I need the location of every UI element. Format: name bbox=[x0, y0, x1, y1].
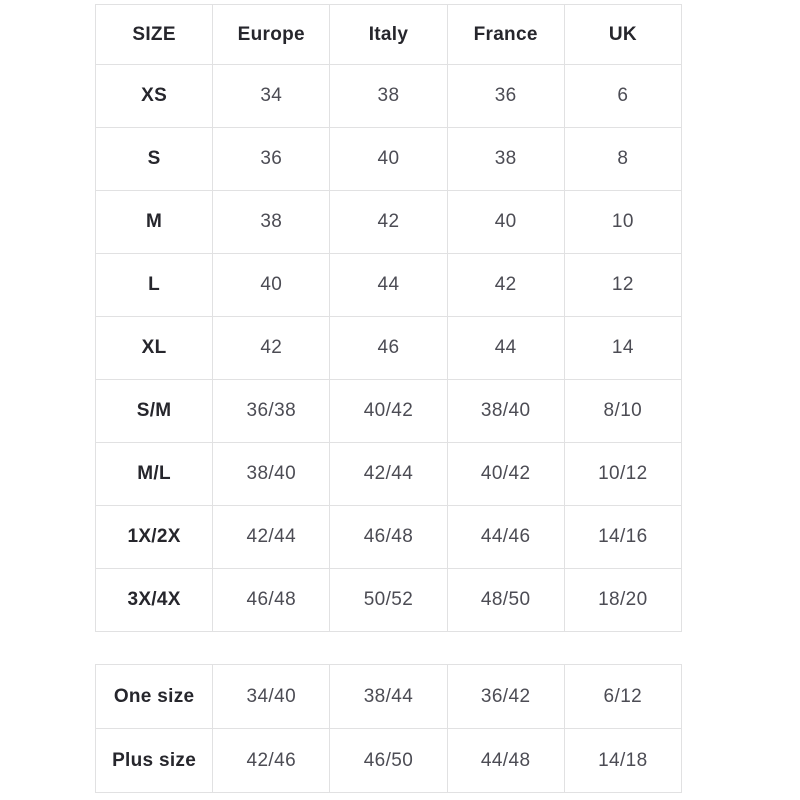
row-label: 3X/4X bbox=[94, 568, 214, 632]
table-row-l: L 40 44 42 12 bbox=[94, 253, 682, 317]
table-header-row: SIZE Europe Italy France UK bbox=[94, 4, 682, 65]
size-cell: 42/46 bbox=[212, 728, 331, 793]
size-cell: 14 bbox=[563, 316, 682, 380]
table-row-ml: M/L 38/40 42/44 40/42 10/12 bbox=[94, 442, 682, 506]
table-row-s: S 36 40 38 8 bbox=[94, 127, 682, 191]
table-row-plus-size: Plus size 42/46 46/50 44/48 14/18 bbox=[94, 728, 682, 793]
size-cell: 42 bbox=[329, 190, 448, 254]
size-cell: 10/12 bbox=[563, 442, 682, 506]
table-row-sm: S/M 36/38 40/42 38/40 8/10 bbox=[94, 379, 682, 443]
size-cell: 38/40 bbox=[212, 442, 331, 506]
size-cell: 46/48 bbox=[329, 505, 448, 569]
column-header-size: SIZE bbox=[94, 4, 214, 65]
size-cell: 44 bbox=[329, 253, 448, 317]
size-cell: 14/18 bbox=[563, 728, 682, 793]
size-cell: 6/12 bbox=[563, 664, 682, 729]
row-label: XS bbox=[94, 64, 214, 128]
size-cell: 12 bbox=[563, 253, 682, 317]
size-cell: 10 bbox=[563, 190, 682, 254]
size-cell: 42 bbox=[212, 316, 331, 380]
size-cell: 36/38 bbox=[212, 379, 331, 443]
row-label: S bbox=[94, 127, 214, 191]
size-cell: 44 bbox=[446, 316, 565, 380]
column-header-italy: Italy bbox=[329, 4, 448, 65]
size-conversion-chart: SIZE Europe Italy France UK XS 34 38 36 … bbox=[94, 4, 682, 793]
size-cell: 40 bbox=[212, 253, 331, 317]
column-header-uk: UK bbox=[563, 4, 682, 65]
column-header-europe: Europe bbox=[212, 4, 331, 65]
size-cell: 38 bbox=[446, 127, 565, 191]
size-cell: 48/50 bbox=[446, 568, 565, 632]
size-cell: 46 bbox=[329, 316, 448, 380]
size-cell: 40/42 bbox=[446, 442, 565, 506]
table-row-xs: XS 34 38 36 6 bbox=[94, 64, 682, 128]
size-cell: 34/40 bbox=[212, 664, 331, 729]
row-label: M bbox=[94, 190, 214, 254]
row-label: 1X/2X bbox=[94, 505, 214, 569]
row-label: XL bbox=[94, 316, 214, 380]
table-row-1x2x: 1X/2X 42/44 46/48 44/46 14/16 bbox=[94, 505, 682, 569]
column-header-france: France bbox=[446, 4, 565, 65]
size-cell: 18/20 bbox=[563, 568, 682, 632]
size-cell: 6 bbox=[563, 64, 682, 128]
size-cell: 36 bbox=[446, 64, 565, 128]
size-cell: 42/44 bbox=[329, 442, 448, 506]
table-row-m: M 38 42 40 10 bbox=[94, 190, 682, 254]
size-cell: 40/42 bbox=[329, 379, 448, 443]
row-label: Plus size bbox=[94, 728, 214, 793]
size-cell: 8 bbox=[563, 127, 682, 191]
size-cell: 40 bbox=[446, 190, 565, 254]
size-cell: 38/44 bbox=[329, 664, 448, 729]
size-cell: 36/42 bbox=[446, 664, 565, 729]
table-row-3x4x: 3X/4X 46/48 50/52 48/50 18/20 bbox=[94, 568, 682, 632]
table-row-one-size: One size 34/40 38/44 36/42 6/12 bbox=[94, 664, 682, 729]
size-cell: 46/50 bbox=[329, 728, 448, 793]
size-cell: 14/16 bbox=[563, 505, 682, 569]
size-cell: 44/48 bbox=[446, 728, 565, 793]
size-cell: 50/52 bbox=[329, 568, 448, 632]
size-cell: 38/40 bbox=[446, 379, 565, 443]
size-cell: 42 bbox=[446, 253, 565, 317]
row-label: One size bbox=[94, 664, 214, 729]
table-row-xl: XL 42 46 44 14 bbox=[94, 316, 682, 380]
size-conversion-table-special: One size 34/40 38/44 36/42 6/12 Plus siz… bbox=[94, 664, 682, 793]
size-cell: 8/10 bbox=[563, 379, 682, 443]
size-cell: 46/48 bbox=[212, 568, 331, 632]
size-cell: 34 bbox=[212, 64, 331, 128]
size-cell: 40 bbox=[329, 127, 448, 191]
row-label: L bbox=[94, 253, 214, 317]
size-cell: 38 bbox=[329, 64, 448, 128]
size-cell: 36 bbox=[212, 127, 331, 191]
row-label: S/M bbox=[94, 379, 214, 443]
size-cell: 38 bbox=[212, 190, 331, 254]
size-cell: 42/44 bbox=[212, 505, 331, 569]
row-label: M/L bbox=[94, 442, 214, 506]
size-conversion-table-main: SIZE Europe Italy France UK XS 34 38 36 … bbox=[94, 4, 682, 632]
size-cell: 44/46 bbox=[446, 505, 565, 569]
